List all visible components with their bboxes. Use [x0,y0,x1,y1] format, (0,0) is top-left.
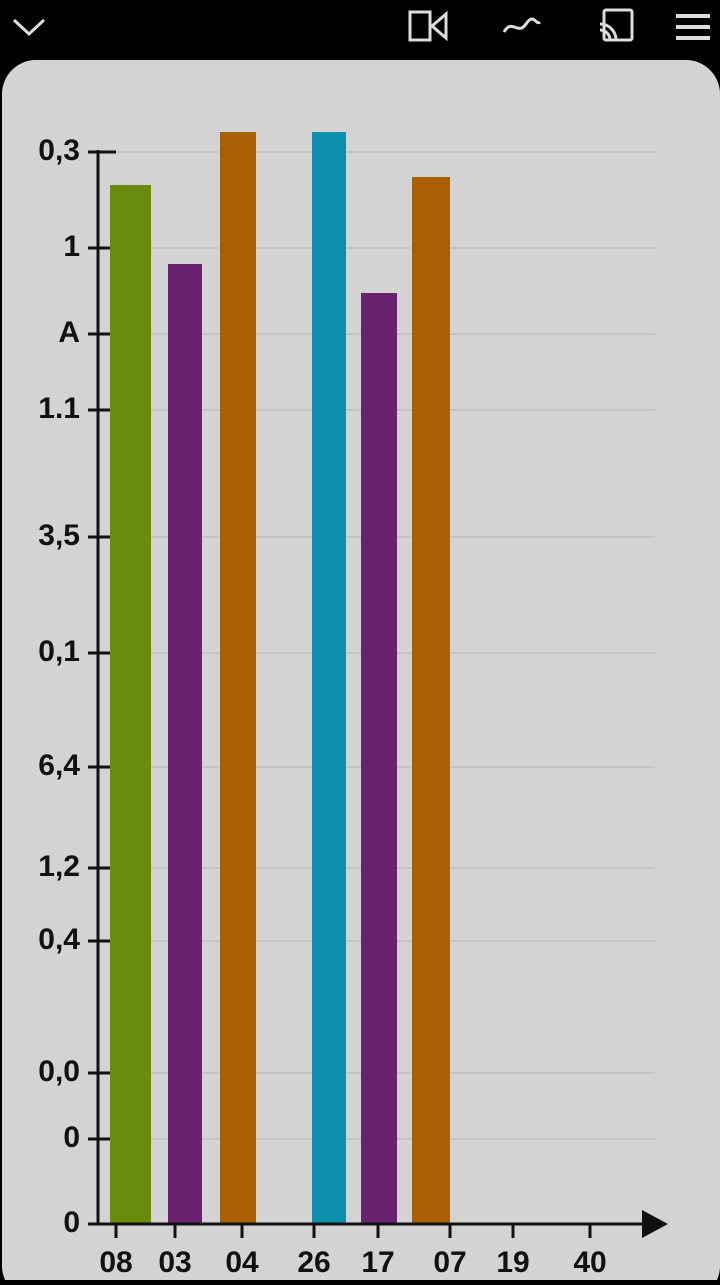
y-tick-label: 0,1 [38,635,80,668]
y-tick-label: A [58,316,80,349]
video-icon[interactable] [408,10,448,42]
y-tick-label: 0,0 [38,1055,80,1088]
x-tick-label: 40 [573,1246,606,1279]
y-tick-label: 0 [63,1121,80,1154]
y-tick-label: 1.1 [38,392,80,425]
collapse-icon[interactable] [12,18,46,37]
bar [110,185,151,1224]
y-tick-label: 6,4 [38,749,80,782]
bar [412,177,450,1224]
cast-icon[interactable] [599,8,634,42]
y-tick-label: 0,3 [38,134,80,167]
x-tick-label: 04 [225,1246,259,1279]
bar [361,293,397,1224]
y-tick-label: 0,4 [38,923,80,956]
bar [220,132,256,1224]
y-tick-label: 0 [63,1206,80,1239]
x-tick-label: 19 [496,1246,529,1279]
x-tick-label: 17 [361,1246,394,1279]
x-tick-label: 03 [158,1246,191,1279]
x-axis-arrow [642,1210,668,1238]
bar [312,132,346,1224]
menu-icon[interactable] [676,14,710,40]
draw-icon[interactable] [502,17,542,33]
x-tick-label: 08 [99,1246,132,1279]
y-tick-label: 3,5 [38,519,80,552]
bar [168,264,202,1224]
x-tick-label: 26 [297,1246,330,1279]
y-tick-label: 1,2 [38,850,80,883]
x-tick-label: 07 [433,1246,466,1279]
y-tick-label: 1 [63,230,80,263]
